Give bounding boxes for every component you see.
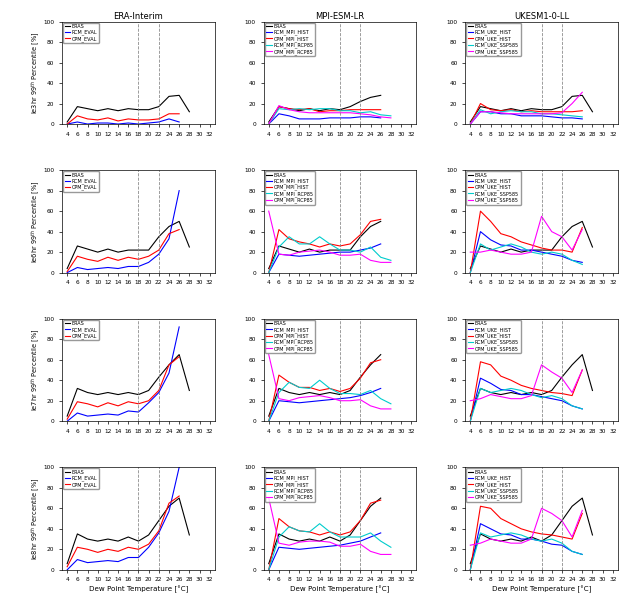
Legend: ERAS, RCM_MPI_HIST, CPM_MPI_HIST, RCM_MPI_RCP85, CPM_MPI_RCP85: ERAS, RCM_MPI_HIST, CPM_MPI_HIST, RCM_MP… bbox=[265, 23, 315, 56]
Legend: ERAS, RCM_UKE_HIST, CPM_UKE_HIST, RCM_UKE_SSP585, CPM_UKE_SSP585: ERAS, RCM_UKE_HIST, CPM_UKE_HIST, RCM_UK… bbox=[466, 23, 520, 56]
Legend: ERAS, RCM_MPI_HIST, CPM_MPI_HIST, RCM_MPI_RCP85, CPM_MPI_RCP85: ERAS, RCM_MPI_HIST, CPM_MPI_HIST, RCM_MP… bbox=[265, 320, 315, 354]
Legend: ERAS, RCM_EVAL, CPM_EVAL: ERAS, RCM_EVAL, CPM_EVAL bbox=[63, 320, 99, 341]
Legend: ERAS, RCM_EVAL, CPM_EVAL: ERAS, RCM_EVAL, CPM_EVAL bbox=[63, 468, 99, 489]
Legend: ERAS, RCM_EVAL, CPM_EVAL: ERAS, RCM_EVAL, CPM_EVAL bbox=[63, 23, 99, 43]
Legend: ERAS, RCM_MPI_HIST, CPM_MPI_HIST, RCM_MPI_RCP85, CPM_MPI_RCP85: ERAS, RCM_MPI_HIST, CPM_MPI_HIST, RCM_MP… bbox=[265, 171, 315, 205]
Title: MPI-ESM-LR: MPI-ESM-LR bbox=[315, 12, 365, 21]
Legend: ERAS, RCM_EVAL, CPM_EVAL: ERAS, RCM_EVAL, CPM_EVAL bbox=[63, 171, 99, 192]
X-axis label: Dew Point Temperature [°C]: Dew Point Temperature [°C] bbox=[89, 585, 188, 593]
Y-axis label: le8hr 99$^{th}$ Percentile [%]: le8hr 99$^{th}$ Percentile [%] bbox=[29, 477, 42, 560]
Legend: ERAS, RCM_UKE_HIST, CPM_UKE_HIST, RCM_UKE_SSP585, CPM_UKE_SSP585: ERAS, RCM_UKE_HIST, CPM_UKE_HIST, RCM_UK… bbox=[466, 320, 520, 354]
Legend: ERAS, RCM_UKE_HIST, CPM_UKE_HIST, RCM_UKE_SSP585, CPM_UKE_SSP585: ERAS, RCM_UKE_HIST, CPM_UKE_HIST, RCM_UK… bbox=[466, 171, 520, 205]
Y-axis label: le6hr 99$^{th}$ Percentile [%]: le6hr 99$^{th}$ Percentile [%] bbox=[29, 180, 42, 263]
Legend: ERAS, RCM_MPI_HIST, CPM_MPI_HIST, RCM_MPI_RCP85, CPM_MPI_RCP85: ERAS, RCM_MPI_HIST, CPM_MPI_HIST, RCM_MP… bbox=[265, 468, 315, 502]
X-axis label: Dew Point Temperature [°C]: Dew Point Temperature [°C] bbox=[492, 585, 591, 593]
Y-axis label: le7hr 99$^{th}$ Percentile [%]: le7hr 99$^{th}$ Percentile [%] bbox=[29, 328, 42, 411]
Title: UKESM1-0-LL: UKESM1-0-LL bbox=[514, 12, 569, 21]
X-axis label: Dew Point Temperature [°C]: Dew Point Temperature [°C] bbox=[290, 585, 390, 593]
Legend: ERAS, RCM_UKE_HIST, CPM_UKE_HIST, RCM_UKE_SSP585, CPM_UKE_SSP585: ERAS, RCM_UKE_HIST, CPM_UKE_HIST, RCM_UK… bbox=[466, 468, 520, 502]
Y-axis label: le3hr 99$^{th}$ Percentile [%]: le3hr 99$^{th}$ Percentile [%] bbox=[29, 31, 42, 114]
Title: ERA-Interim: ERA-Interim bbox=[114, 12, 163, 21]
